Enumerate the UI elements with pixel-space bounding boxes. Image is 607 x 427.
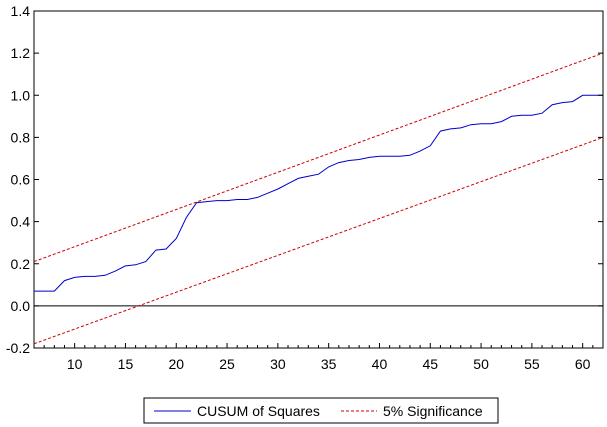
x-tick-label: 45 <box>422 356 438 372</box>
plot-area <box>33 10 604 349</box>
y-tick-label: 0.2 <box>11 256 31 272</box>
y-tick-label: -0.2 <box>6 340 30 356</box>
x-tick-label: 55 <box>524 356 540 372</box>
upper-significance-line <box>33 52 604 263</box>
x-tick-label: 20 <box>168 356 184 372</box>
cusum-squares-line <box>34 94 603 292</box>
plot-frame <box>33 10 604 349</box>
x-tick-label: 15 <box>118 356 134 372</box>
lower-significance-line <box>33 136 604 345</box>
legend: CUSUM of Squares 5% Significance <box>143 397 499 424</box>
x-tick-label: 50 <box>473 356 489 372</box>
y-tick-label: 0.8 <box>11 129 31 145</box>
x-tick-label: 60 <box>575 356 591 372</box>
y-tick-label: 1.4 <box>11 3 31 19</box>
x-tick-label: 25 <box>219 356 235 372</box>
y-axis: -0.2 0.0 0.2 0.4 0.6 0.8 1.0 1.2 1.4 <box>6 3 603 356</box>
legend-label-significance: 5% Significance <box>383 403 483 419</box>
cusum-series <box>34 94 603 292</box>
x-tick-label: 35 <box>321 356 337 372</box>
legend-box <box>143 397 499 424</box>
significance-bands <box>33 52 604 345</box>
x-tick-label: 40 <box>372 356 388 372</box>
x-axis: 10 15 20 25 30 35 40 45 50 55 60 <box>33 343 604 372</box>
y-tick-label: 0.0 <box>11 298 31 314</box>
x-tick-label: 10 <box>67 356 83 372</box>
y-tick-label: 1.2 <box>11 45 31 61</box>
y-tick-label: 0.6 <box>11 172 31 188</box>
legend-label-cusum: CUSUM of Squares <box>197 403 320 419</box>
y-tick-label: 1.0 <box>11 87 31 103</box>
y-tick-label: 0.4 <box>11 214 31 230</box>
x-tick-label: 30 <box>270 356 286 372</box>
